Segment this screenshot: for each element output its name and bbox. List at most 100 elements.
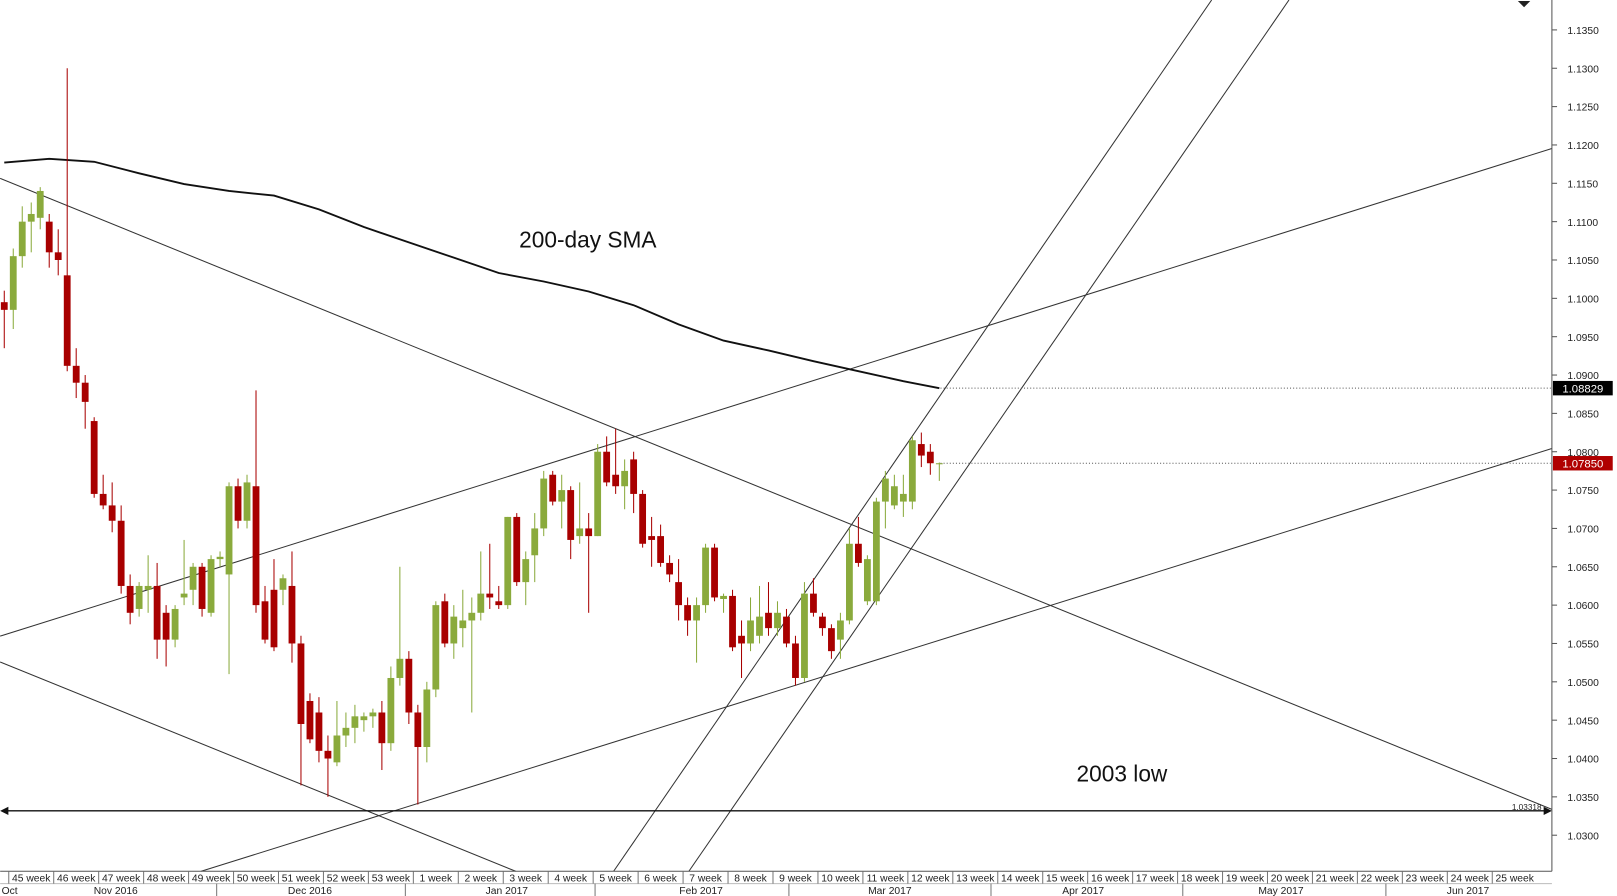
price-label-box [1552, 456, 1613, 471]
candle-body [153, 585, 161, 640]
candle-body [756, 616, 763, 636]
trend-line [0, 177, 1553, 810]
arrow-head [1543, 806, 1552, 815]
candle-body [189, 566, 197, 590]
candle-body [243, 482, 251, 521]
x-tick-label: 24 week [1451, 874, 1490, 885]
candle-body [846, 543, 853, 621]
x-tick-label: 20 week [1271, 874, 1310, 885]
y-tick-label: 1.0400 [1567, 755, 1599, 766]
candle-body [9, 256, 17, 310]
month-label: Jan 2017 [486, 886, 529, 896]
candle-body [495, 601, 503, 606]
candle-body [0, 302, 8, 310]
candle-body [684, 605, 691, 621]
candle-body [252, 486, 260, 606]
x-tick-label: 49 week [192, 874, 231, 885]
candle-body [63, 275, 71, 366]
x-tick-label: 3 week [509, 874, 542, 885]
arrow-head [0, 806, 9, 815]
candle-body [585, 528, 593, 537]
x-tick-label: 5 week [599, 874, 632, 885]
candle-body [630, 459, 638, 494]
candle-body [935, 463, 943, 465]
month-label: Nov 2016 [94, 886, 138, 896]
candle-body [576, 528, 584, 537]
candle-body [477, 593, 485, 613]
x-tick-label: 9 week [779, 874, 812, 885]
candle-body [720, 595, 727, 599]
month-label: Apr 2017 [1062, 886, 1104, 896]
x-tick-label: 13 week [956, 874, 995, 885]
candle-body [837, 620, 844, 640]
menu-marker[interactable] [1517, 1, 1531, 8]
candle-body [72, 365, 80, 383]
y-tick-label: 1.0900 [1567, 371, 1599, 382]
price-label-box [1552, 380, 1613, 396]
candle-body [657, 536, 665, 563]
candle-body [396, 658, 404, 678]
y-tick-label: 1.0750 [1567, 486, 1599, 497]
y-tick-label: 1.0450 [1567, 716, 1599, 727]
x-tick-label: 47 week [102, 874, 141, 885]
y-tick-label: 1.0350 [1567, 793, 1599, 804]
x-tick-label: 19 week [1226, 874, 1265, 885]
annotation: 200-day SMA [519, 226, 657, 252]
candle-body [126, 585, 134, 613]
y-tick-label: 1.0550 [1567, 640, 1599, 651]
x-tick-label: 22 week [1361, 874, 1400, 885]
candle-body [729, 595, 736, 648]
month-label: Feb 2017 [679, 886, 723, 896]
candle-body [810, 593, 817, 613]
x-tick-label: 15 week [1046, 874, 1085, 885]
support-label: 1.03318 [1512, 803, 1542, 812]
candle-body [432, 605, 440, 690]
candle-body [81, 382, 89, 402]
sma-line [4, 157, 940, 390]
y-tick-label: 1.1350 [1567, 26, 1599, 37]
x-tick-label: 7 week [689, 874, 722, 885]
candle-body [513, 516, 521, 583]
y-tick-label: 1.0650 [1567, 563, 1599, 574]
candle-body [738, 635, 745, 644]
y-tick-label: 1.0950 [1567, 333, 1599, 344]
y-tick-label: 1.1050 [1567, 256, 1599, 267]
candle-body [144, 585, 152, 590]
candle-body [702, 547, 709, 606]
candle-body [468, 612, 476, 621]
y-tick-label: 1.0500 [1567, 678, 1599, 689]
x-tick-label: 53 week [372, 874, 411, 885]
candle-body [908, 440, 916, 502]
candle-body [36, 190, 44, 218]
candle-body [621, 470, 629, 487]
candle-body [486, 593, 494, 598]
candle-body [405, 658, 413, 713]
candle-body [549, 474, 557, 502]
month-separators [216, 883, 1387, 896]
price-label: 1.08829 [1562, 383, 1603, 395]
candle-body [315, 712, 323, 751]
candle-body [558, 490, 566, 502]
candle-body [450, 616, 458, 644]
candle-body [261, 601, 269, 640]
candle-body [423, 689, 431, 748]
candle-body [27, 213, 35, 222]
candle-body [117, 520, 125, 586]
candle-body [180, 593, 188, 598]
x-tick-label: 11 week [867, 874, 905, 885]
candle-body [612, 474, 620, 487]
candle-body [162, 612, 170, 640]
x-tick-label: 21 week [1316, 874, 1355, 885]
candle-body [108, 505, 116, 521]
candle-body [747, 620, 754, 644]
candle-body [792, 643, 799, 678]
candle-body [459, 620, 467, 629]
candle-body [198, 566, 206, 609]
x-tick-label: 48 week [147, 874, 186, 885]
candle-body [540, 478, 548, 529]
candle-body [917, 444, 925, 456]
candle-body [774, 612, 781, 629]
candle-body [414, 712, 422, 748]
y-tick-label: 1.1250 [1567, 103, 1599, 114]
